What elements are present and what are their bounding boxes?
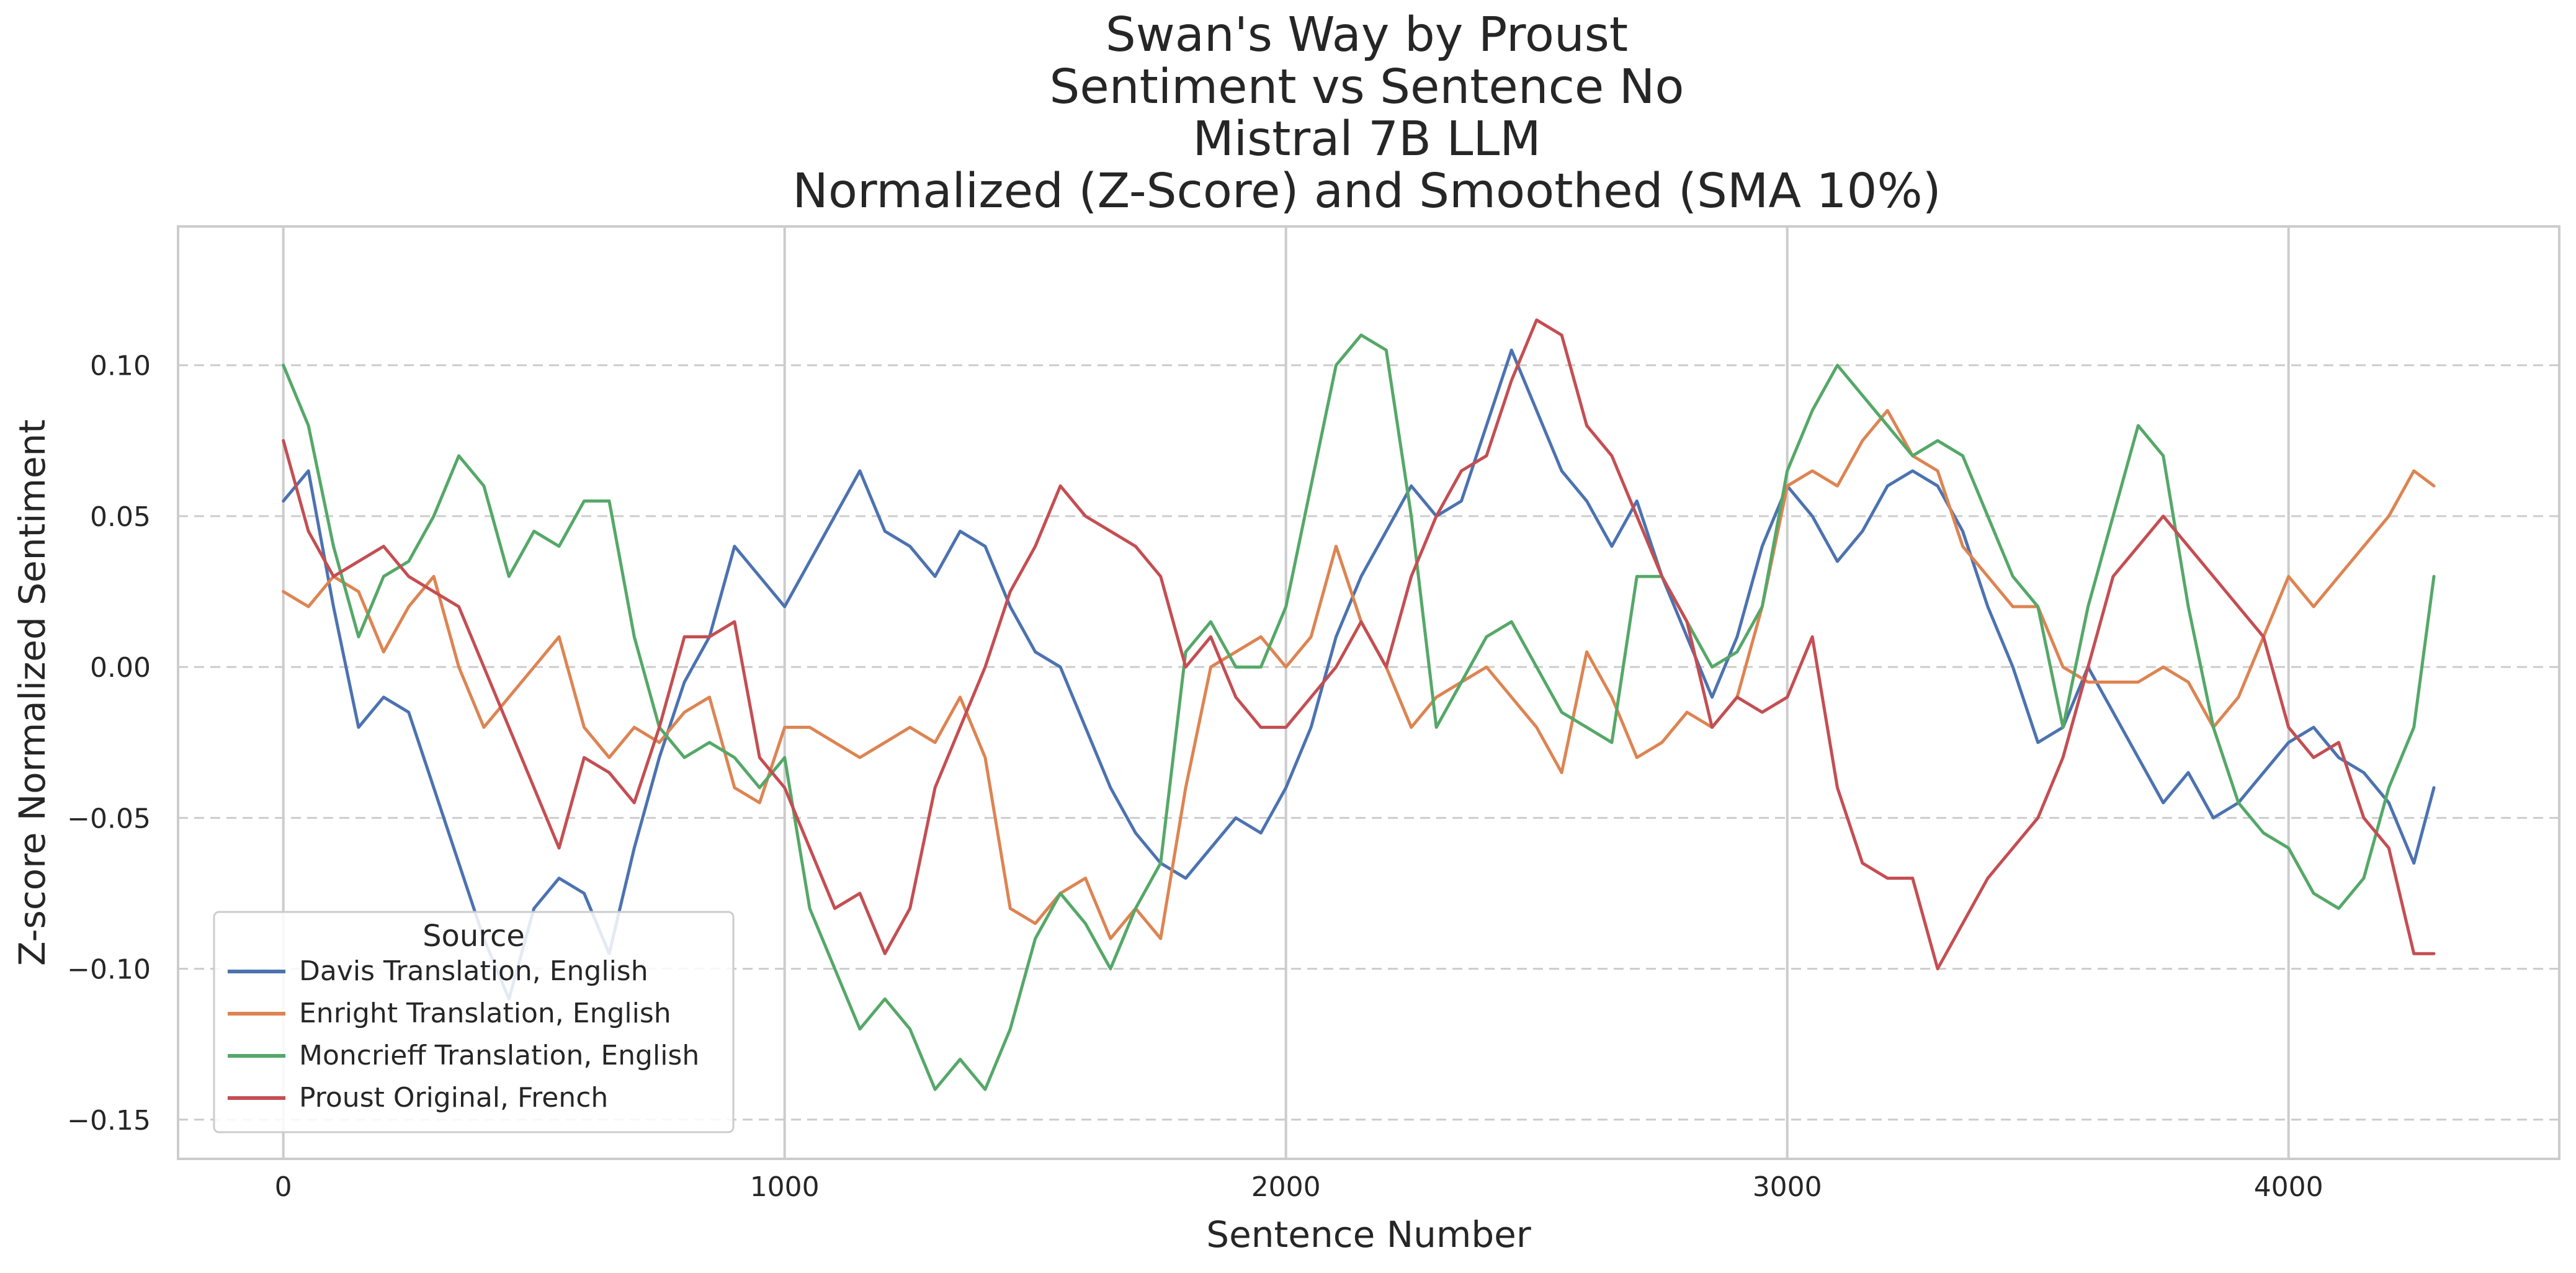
x-tick-label: 4000 — [2254, 1171, 2323, 1203]
y-axis-label: Z-score Normalized Sentiment — [11, 419, 53, 966]
legend-title: Source — [423, 919, 525, 954]
series-line-moncrieff-translation-english — [282, 333, 2436, 1091]
x-tick-label: 0 — [275, 1171, 292, 1203]
x-tick-label: 1000 — [750, 1171, 820, 1203]
x-axis-label: Sentence Number — [1206, 1213, 1531, 1256]
y-tick-label: −0.15 — [67, 1105, 151, 1137]
y-tick-label: 0.00 — [90, 652, 151, 684]
legend: Source Davis Translation, English Enright… — [213, 911, 735, 1133]
y-tick-label: −0.10 — [67, 954, 151, 986]
y-tick-label: −0.05 — [67, 803, 151, 834]
legend-label: Davis Translation, English — [299, 955, 648, 987]
title-line: Swan's Way by Proust — [1106, 7, 1628, 63]
series-line-davis-translation-english — [282, 348, 2436, 1001]
legend-label: Moncrieff Translation, English — [299, 1040, 699, 1071]
series-line-proust-original-french — [282, 318, 2436, 971]
y-axis-ticks: 0.10 0.05 0.00 −0.05 −0.10 −0.15 — [67, 351, 151, 1137]
title-line: Sentiment vs Sentence No — [1050, 60, 1684, 115]
x-axis-ticks: 0 1000 2000 3000 4000 — [275, 1171, 2323, 1203]
legend-label: Enright Translation, English — [299, 998, 671, 1029]
y-tick-label: 0.05 — [90, 501, 151, 533]
x-tick-label: 3000 — [1753, 1171, 1822, 1203]
legend-label: Proust Original, French — [299, 1082, 608, 1114]
x-tick-label: 2000 — [1251, 1171, 1321, 1203]
legend-box — [213, 911, 735, 1133]
title-line: Mistral 7B LLM — [1192, 112, 1541, 167]
title-line: Normalized (Z-Score) and Smoothed (SMA 1… — [792, 164, 1941, 219]
series-lines — [282, 318, 2436, 1091]
y-tick-label: 0.10 — [90, 351, 151, 382]
